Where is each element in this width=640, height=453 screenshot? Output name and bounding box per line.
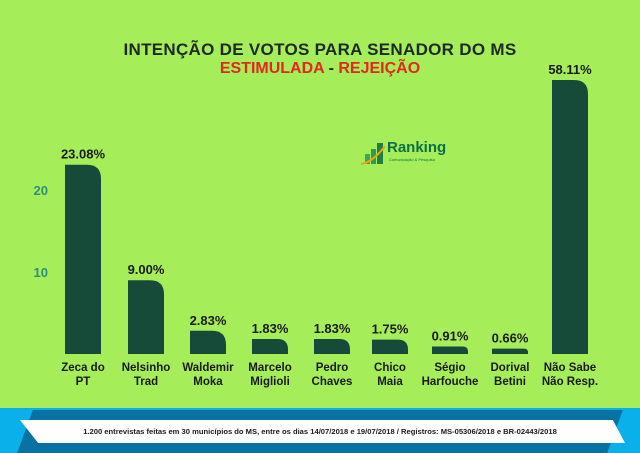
x-tick-label: Moka: [193, 376, 223, 388]
data-label: 0.91%: [432, 329, 469, 344]
bar: [128, 280, 164, 354]
data-label: 2.83%: [190, 313, 227, 328]
chart-subtitle: ESTIMULADA - REJEIÇÃO: [0, 60, 640, 78]
x-tick-label: Miglioli: [250, 376, 290, 388]
x-tick-label: Zeca do: [61, 362, 104, 374]
x-tick-label: Chico: [374, 362, 406, 374]
bar: [314, 338, 350, 354]
data-label: 1.83%: [314, 321, 351, 336]
x-tick-label: Waldemir: [182, 362, 234, 374]
data-label: 58.11%: [548, 62, 592, 77]
subtitle-right: REJEIÇÃO: [338, 60, 421, 77]
data-label: 23.08%: [61, 147, 106, 162]
x-tick-label: Não Sabe: [544, 362, 596, 374]
bar: [372, 339, 408, 354]
data-label: 9.00%: [128, 262, 165, 277]
footer-strip: [20, 420, 625, 443]
logo-tagline: Comunicação & Pesquisa: [389, 157, 435, 162]
logo-name: Ranking: [387, 139, 447, 156]
x-tick-label: Maia: [377, 376, 403, 388]
bar: [552, 80, 588, 354]
x-tick-label: Não Resp.: [542, 376, 598, 388]
x-tick-label: Harfouche: [422, 376, 479, 388]
x-tick-label: Pedro: [316, 362, 349, 374]
data-label: 0.66%: [492, 331, 529, 346]
subtitle-left: ESTIMULADA: [219, 60, 325, 77]
data-label: 1.83%: [252, 321, 289, 336]
x-tick-label: Ségio: [434, 362, 465, 374]
y-tick-label: 10: [34, 265, 48, 280]
chart-title: INTENÇÃO DE VOTOS PARA SENADOR DO MS: [123, 40, 517, 59]
x-tick-label: Chaves: [312, 376, 353, 388]
x-tick-label: Trad: [134, 376, 158, 388]
logo-bars-icon: [360, 143, 386, 165]
footer-text: 1.200 entrevistas feitas em 30 município…: [83, 427, 557, 436]
bar: [65, 164, 101, 354]
bar: [492, 348, 528, 354]
bar: [252, 338, 288, 354]
y-tick-label: 20: [34, 183, 48, 198]
bar: [432, 346, 468, 354]
x-tick-label: Marcelo: [248, 362, 291, 374]
x-tick-label: Betini: [494, 376, 526, 388]
x-tick-label: Nelsinho: [122, 362, 171, 374]
subtitle-separator: -: [328, 60, 334, 77]
bar: [190, 330, 226, 354]
data-label: 1.75%: [372, 322, 409, 337]
x-tick-label: Dorival: [491, 362, 530, 374]
bar-chart: 10 20 23.08% Zeca do PT 9.00% Nelsinho Trad 2.83…: [34, 62, 599, 388]
ranking-logo: Ranking Comunicação & Pesquisa: [355, 136, 470, 168]
x-tick-label: PT: [76, 376, 91, 388]
